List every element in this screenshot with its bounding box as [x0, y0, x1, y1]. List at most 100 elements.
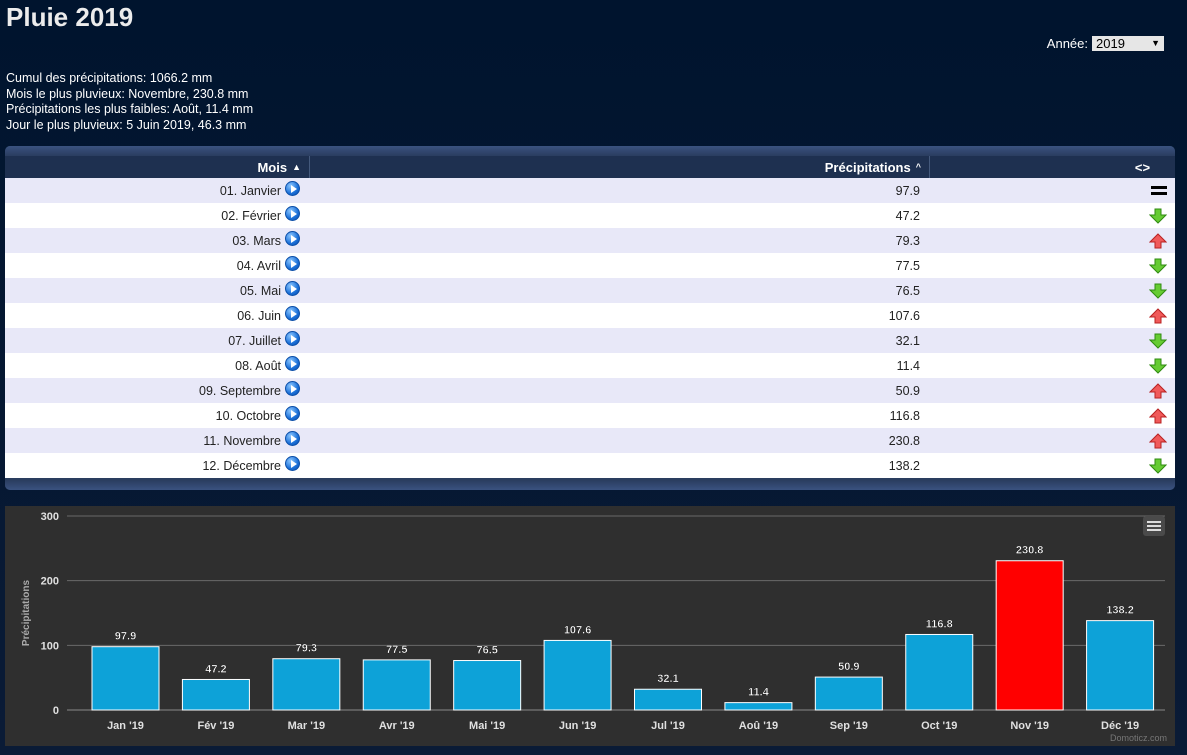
play-icon[interactable] [285, 206, 300, 221]
y-tick-label: 300 [41, 511, 59, 523]
play-icon[interactable] [285, 231, 300, 246]
summary-total: Cumul des précipitations: 1066.2 mm [6, 71, 213, 85]
year-select[interactable]: 2019 ▼ [1092, 36, 1164, 51]
precip-cell: 47.2 [895, 208, 920, 223]
month-label: 04. Avril [236, 258, 281, 273]
table-header: Mois ▲ Précipitations ^ <> [5, 156, 1175, 178]
month-cell: 07. Juillet [5, 331, 310, 348]
table-top-strip [5, 146, 1175, 156]
precip-cell: 77.5 [895, 258, 920, 273]
precip-cell: 32.1 [895, 333, 920, 348]
chevron-down-icon: ▼ [1151, 38, 1160, 48]
month-cell: 05. Mai [5, 281, 310, 298]
precip-cell: 97.9 [895, 183, 920, 198]
arrow-up-icon [1149, 382, 1167, 398]
header-trend[interactable]: <> [930, 156, 1175, 178]
data-label: 230.8 [1016, 545, 1044, 557]
table-row: 09. Septembre 50.9 [5, 378, 1175, 403]
bar [724, 702, 793, 711]
play-icon[interactable] [285, 456, 300, 471]
arrow-down-icon [1149, 283, 1167, 299]
equal-icon [1151, 185, 1167, 196]
month-cell: 06. Juin [5, 306, 310, 323]
x-tick-label: Jan '19 [107, 720, 144, 732]
bar [543, 639, 612, 711]
x-tick-label: Jun '19 [559, 720, 596, 732]
table-row: 08. Août 11.4 [5, 353, 1175, 378]
chart-credit[interactable]: Domoticz.com [1109, 733, 1167, 743]
trend-cell [930, 232, 1175, 249]
bar [91, 646, 160, 711]
data-label: 138.2 [1106, 605, 1134, 617]
data-label: 32.1 [657, 673, 678, 685]
year-value: 2019 [1096, 36, 1125, 51]
x-tick-label: Mai '19 [469, 720, 505, 732]
month-label: 02. Février [221, 208, 281, 223]
arrow-up-icon [1149, 407, 1167, 423]
precip-cell: 230.8 [888, 433, 920, 448]
arrow-up-icon [1149, 307, 1167, 323]
data-label: 77.5 [386, 644, 407, 656]
bar [362, 659, 431, 711]
x-tick-label: Oct '19 [921, 720, 957, 732]
month-label: 08. Août [235, 358, 281, 373]
y-tick-label: 200 [41, 576, 59, 588]
menu-line [1147, 525, 1161, 527]
data-label: 116.8 [926, 618, 953, 630]
table-body: 01. Janvier 97.9 02. Février 47.2 03. Mars 79… [5, 178, 1175, 478]
chart-menu-button[interactable] [1143, 516, 1165, 536]
rain-chart: 0 100 200 300 Précipitations 97.9 Jan '19 47.2 F… [5, 506, 1175, 746]
precip-cell: 50.9 [895, 383, 920, 398]
year-label: Année: [1046, 36, 1088, 51]
header-month[interactable]: Mois ▲ [5, 156, 310, 178]
x-tick-label: Aoû '19 [739, 720, 778, 732]
table-row: 07. Juillet 32.1 [5, 328, 1175, 353]
bar [453, 660, 522, 711]
arrow-down-icon [1149, 208, 1167, 224]
month-label: 06. Juin [237, 308, 281, 323]
precip-cell: 138.2 [888, 458, 920, 473]
arrow-down-icon [1149, 458, 1167, 474]
precip-cell: 79.3 [895, 233, 920, 248]
precip-cell: 107.6 [888, 308, 920, 323]
header-precip-label: Précipitations [824, 159, 911, 175]
bar [995, 560, 1064, 711]
play-icon[interactable] [285, 256, 300, 271]
play-icon[interactable] [285, 381, 300, 396]
arrow-up-icon [1149, 432, 1167, 448]
month-label: 05. Mai [240, 283, 281, 298]
table-row: 05. Mai 76.5 [5, 278, 1175, 303]
month-cell: 03. Mars [5, 231, 310, 248]
summary: Cumul des précipitations: 1066.2 mm Mois… [6, 71, 253, 133]
play-icon[interactable] [285, 406, 300, 421]
data-label: 107.6 [564, 624, 592, 636]
play-icon[interactable] [285, 181, 300, 196]
precip-cell: 11.4 [896, 358, 920, 373]
y-tick-label: 0 [53, 705, 59, 717]
month-cell: 11. Novembre [5, 431, 310, 448]
table-row: 10. Octobre 116.8 [5, 403, 1175, 428]
header-precip[interactable]: Précipitations ^ [310, 156, 930, 178]
play-icon[interactable] [285, 281, 300, 296]
summary-wettest-month: Mois le plus pluvieux: Novembre, 230.8 m… [6, 86, 249, 101]
data-label: 50.9 [838, 661, 859, 673]
trend-cell [930, 458, 1175, 474]
x-tick-label: Jul '19 [651, 720, 685, 732]
bar [1086, 620, 1155, 711]
data-label: 97.9 [115, 631, 136, 643]
data-label: 76.5 [476, 645, 497, 657]
play-icon[interactable] [285, 331, 300, 346]
arrow-up-icon [1149, 232, 1167, 248]
trend-cell [930, 358, 1175, 374]
month-label: 09. Septembre [199, 383, 281, 398]
sort-icon: ^ [915, 162, 921, 172]
trend-cell [930, 208, 1175, 224]
play-icon[interactable] [285, 431, 300, 446]
month-cell: 08. Août [5, 356, 310, 373]
play-icon[interactable] [285, 306, 300, 321]
menu-line [1147, 521, 1161, 523]
trend-cell [930, 283, 1175, 299]
play-icon[interactable] [285, 356, 300, 371]
precip-cell: 76.5 [895, 283, 920, 298]
bar [905, 633, 974, 711]
